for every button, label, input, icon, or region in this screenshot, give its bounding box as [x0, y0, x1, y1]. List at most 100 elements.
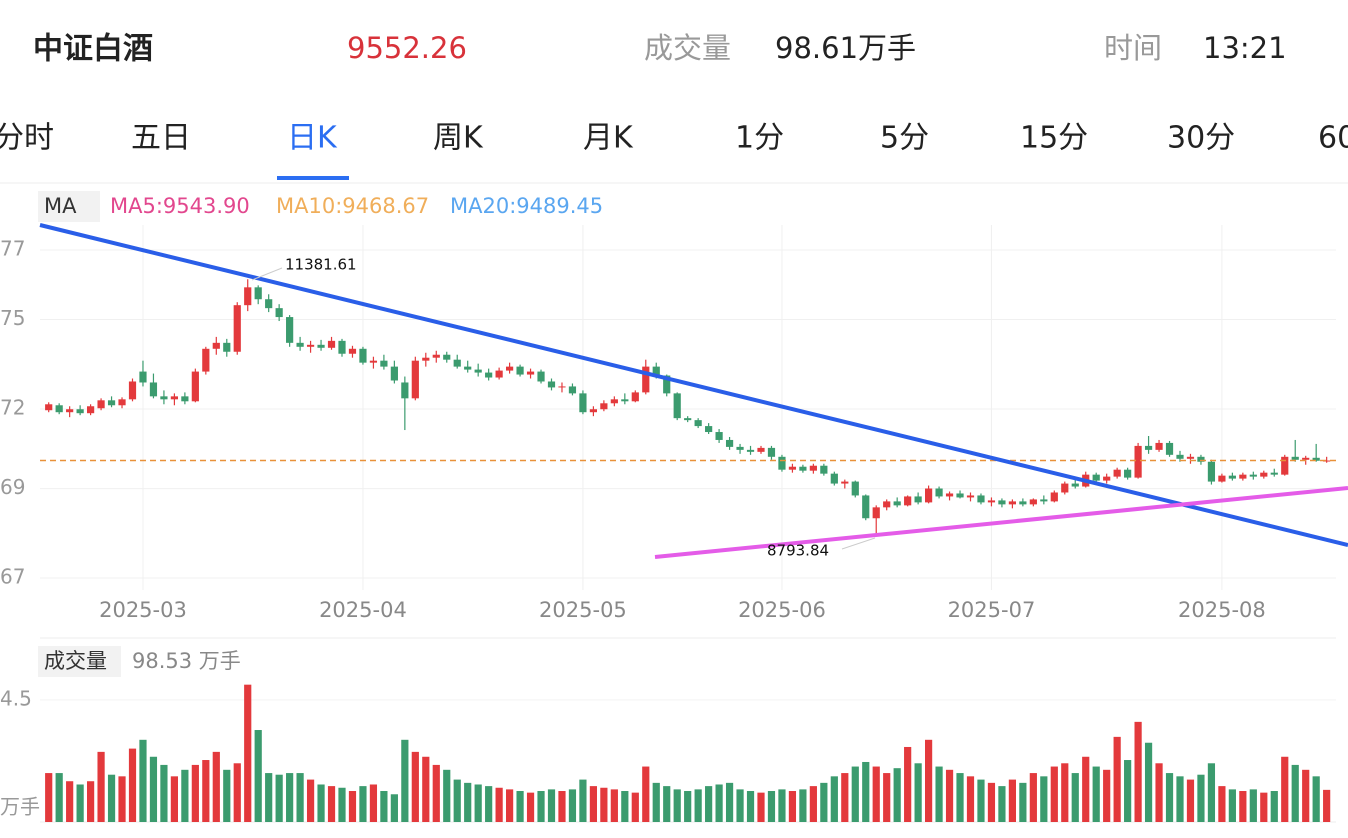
- candle-body: [1124, 469, 1132, 478]
- tab[interactable]: 15分: [1020, 121, 1088, 156]
- candle-body: [1071, 483, 1079, 487]
- volume-bar: [170, 776, 178, 822]
- volume-value: 98.61万手: [775, 31, 916, 65]
- candle-body: [1144, 445, 1153, 450]
- plot: 77 75 72 69 67 2025-03 2025-04 2025-05 2025-06 20…: [0, 225, 1336, 822]
- volume-bar: [506, 789, 514, 822]
- volume-bar: [212, 751, 220, 822]
- candle-body: [893, 501, 901, 506]
- volume-bar: [945, 769, 954, 822]
- volume-bar: [443, 769, 451, 822]
- candle-body: [223, 342, 231, 352]
- x-tick-label: 2025-06: [738, 598, 826, 622]
- candle-body: [945, 493, 954, 497]
- candle-body: [977, 495, 985, 503]
- tab[interactable]: 周K: [433, 121, 484, 156]
- volume-bar: [233, 763, 241, 822]
- volume-legend-value: 98.53 万手: [132, 649, 241, 673]
- candle-body: [788, 466, 797, 470]
- volume-bar: [579, 779, 587, 822]
- tab[interactable]: 60: [1318, 121, 1348, 156]
- candle-body: [526, 371, 535, 375]
- volume-bar: [1144, 742, 1153, 822]
- tab[interactable]: 5分: [880, 121, 929, 156]
- candle-body: [820, 465, 828, 474]
- tab[interactable]: 日K: [287, 121, 338, 156]
- candle-body: [506, 366, 514, 371]
- volume-bar: [390, 794, 398, 822]
- candle-body: [317, 344, 325, 348]
- high-label: 11381.61: [285, 256, 357, 274]
- volume-bar: [893, 768, 901, 822]
- volume-bar: [97, 751, 105, 822]
- candle-body: [851, 481, 859, 496]
- volume-bar: [935, 766, 943, 822]
- candle-body: [1050, 492, 1058, 502]
- tab[interactable]: 1分: [735, 121, 784, 156]
- volume-bar: [118, 776, 126, 822]
- candle-body: [809, 465, 817, 471]
- candle-body: [1186, 456, 1195, 459]
- candle-body: [925, 488, 933, 503]
- candle-body: [149, 382, 158, 397]
- y-tick-label: 72: [0, 396, 25, 420]
- volume-legend-label: 成交量: [44, 649, 107, 673]
- volume-tick-label: 4.5: [0, 686, 32, 710]
- candle-body: [286, 317, 294, 343]
- candle-body: [1103, 476, 1111, 481]
- tab[interactable]: 30分: [1167, 121, 1235, 156]
- x-tick-label: 2025-03: [99, 598, 187, 622]
- candle-body: [202, 348, 210, 372]
- volume-bar: [128, 748, 137, 822]
- candle-body: [348, 348, 357, 354]
- volume-bar: [642, 766, 650, 822]
- volume-bar: [265, 773, 273, 822]
- candle-body: [1270, 472, 1278, 475]
- candle-body: [904, 496, 912, 506]
- volume-bar: [862, 761, 870, 822]
- price: 9552.26: [347, 31, 467, 65]
- tab[interactable]: 月K: [583, 121, 634, 156]
- candle-body: [275, 308, 283, 318]
- volume-bar: [883, 773, 891, 822]
- candle-body: [160, 396, 168, 400]
- volume-bar: [223, 769, 231, 822]
- time-label: 时间: [1104, 31, 1162, 65]
- volume-bar: [600, 787, 608, 822]
- candle-body: [1228, 475, 1236, 479]
- candle-body: [87, 406, 95, 414]
- volume-bar: [1323, 789, 1331, 822]
- candle-body: [757, 447, 765, 452]
- candle-body: [380, 360, 388, 367]
- candle-body: [610, 399, 618, 404]
- candle-body: [1281, 456, 1289, 475]
- volume-bar: [380, 791, 388, 822]
- candle-body: [233, 305, 241, 352]
- candle-body: [725, 439, 734, 447]
- candle-body: [1061, 483, 1069, 493]
- candle-body: [568, 386, 577, 394]
- volume-bar: [1082, 756, 1090, 822]
- candle-body: [118, 399, 126, 406]
- volume-bar: [526, 792, 535, 822]
- ma5-legend: MA5:9543.90: [110, 194, 250, 218]
- tab[interactable]: 分时: [0, 121, 54, 156]
- volume-bar: [286, 773, 294, 822]
- volume-label: 成交量: [644, 31, 731, 65]
- volume-bar: [87, 781, 95, 822]
- volume-bar: [1176, 776, 1184, 822]
- candle-body: [841, 481, 849, 484]
- volume-bar: [296, 773, 304, 822]
- volume-bar: [684, 791, 692, 822]
- index-name: 中证白酒: [33, 32, 153, 67]
- candle-body: [128, 381, 137, 400]
- candle-body: [883, 501, 891, 508]
- volume-bar: [1291, 764, 1299, 822]
- volume-bar: [757, 792, 765, 822]
- tab[interactable]: 五日: [131, 121, 191, 156]
- candle-body: [746, 449, 755, 452]
- volume-bar: [998, 786, 1006, 822]
- y-tick-label: 67: [0, 565, 25, 589]
- y-tick-label: 77: [0, 236, 25, 260]
- candle-body: [600, 403, 608, 410]
